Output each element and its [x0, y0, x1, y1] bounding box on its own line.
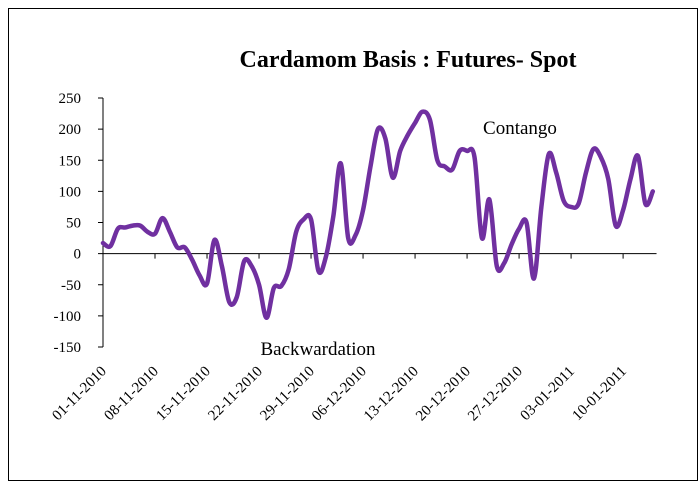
data-line [100, 109, 656, 320]
x-tick-label: 06-12-2010 [309, 364, 370, 425]
y-tick-label: -150 [54, 340, 82, 356]
chart-title: Cardamom Basis : Futures- Spot [240, 47, 577, 73]
y-tick-label: -50 [61, 278, 81, 294]
x-tick-label: 27-12-2010 [465, 364, 526, 425]
x-tick-label: 01-11-2010 [49, 364, 109, 424]
x-tick-label: 08-11-2010 [101, 364, 161, 424]
x-tick-label: 29-11-2010 [257, 364, 317, 424]
annotation: Backwardation [260, 339, 376, 360]
y-tick-label: 100 [59, 184, 82, 200]
y-tick-label: -100 [54, 309, 82, 325]
x-tick-label: 10-01-2011 [570, 364, 630, 424]
x-tick-label: 22-11-2010 [205, 364, 265, 424]
y-tick-label: 0 [74, 247, 82, 263]
y-tick-label: 50 [66, 216, 81, 232]
y-tick-label: 250 [59, 91, 82, 107]
x-tick-label: 15-11-2010 [153, 364, 213, 424]
x-tick-label: 03-01-2011 [518, 364, 578, 424]
y-tick-label: 150 [59, 153, 82, 169]
x-tick-label: 13-12-2010 [361, 364, 422, 425]
chart-frame [8, 8, 698, 481]
y-tick-label: 200 [59, 122, 82, 138]
x-tick-label: 20-12-2010 [413, 364, 474, 425]
annotation: Contango [483, 118, 557, 139]
